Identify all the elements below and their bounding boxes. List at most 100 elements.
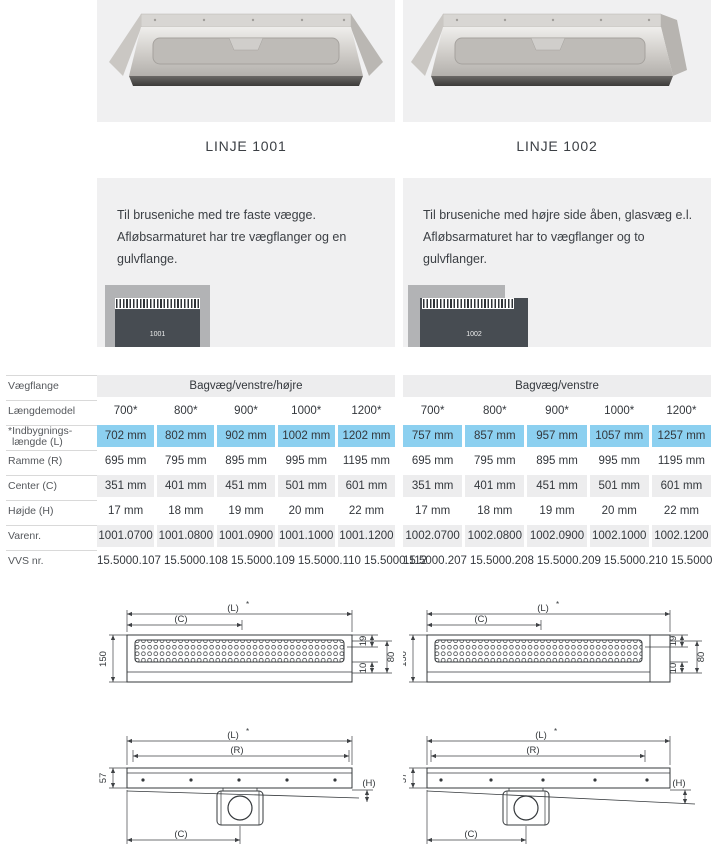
dim-label-star: * xyxy=(246,600,249,609)
dim-label-10: 10 xyxy=(668,663,679,674)
table-cell: 19 mm xyxy=(539,505,575,517)
table-cell: 451 mm xyxy=(217,475,275,497)
table-cell: 20 mm xyxy=(601,505,637,517)
row-label-varenr: Varenr. xyxy=(6,525,97,547)
dim-label-C: (C) xyxy=(174,614,187,625)
table-cell: 15.5000.209 xyxy=(536,555,601,567)
description-text: Til bruseniche med højre side åben, glas… xyxy=(423,208,693,266)
table-cell: 1200* xyxy=(351,405,382,417)
table-cell: 1202 mm xyxy=(337,425,396,447)
dim-label-150: 150 xyxy=(403,651,409,667)
dim-label-19: 19 xyxy=(358,636,369,647)
table-row-ramme: 695 mm 795 mm 895 mm 995 mm 1195 mm xyxy=(97,450,395,472)
table-row-varenr: 1002.0700 1002.0800 1002.0900 1002.1000 1002… xyxy=(403,525,712,547)
table-row-hoejde: 17 mm 18 mm 19 mm 20 mm 22 mm xyxy=(403,500,711,522)
table-cell: 15.5000.112 xyxy=(363,555,428,567)
table-cell: 957 mm xyxy=(527,425,587,447)
table-cell: 22 mm xyxy=(348,505,384,517)
table-cell: 1257 mm xyxy=(651,425,712,447)
dim-label-C: (C) xyxy=(174,829,187,840)
dim-label-L: (L) xyxy=(535,730,547,741)
spec-table-1002: Bagvæg/venstre 700* 800* 900* 1000* 1200* 75… xyxy=(403,375,712,575)
table-cell: 900* xyxy=(545,405,569,417)
row-label-indbygningslaengde: *Indbygnings-længde (L) xyxy=(6,425,97,447)
table-cell: 757 mm xyxy=(403,425,463,447)
table-row-center: 351 mm 401 mm 451 mm 501 mm 601 mm xyxy=(403,475,712,497)
dim-label-80: 80 xyxy=(386,652,395,663)
row-label-hoejde: Højde (H) xyxy=(6,500,97,522)
product-photo-panel-1002 xyxy=(403,0,711,122)
table-row-varenr: 1001.0700 1001.0800 1001.0900 1001.1000 1001… xyxy=(97,525,396,547)
table-cell: 802 mm xyxy=(157,425,215,447)
dim-label-57: 57 xyxy=(403,773,409,784)
niche-pictogram-1002: 1002 xyxy=(408,285,528,347)
row-label-center: Center (C) xyxy=(6,475,97,497)
table-row-indbygningslaengde: 702 mm 802 mm 902 mm 1002 mm 1202 mm xyxy=(97,425,396,447)
dim-label-80: 80 xyxy=(696,652,707,663)
table-row-hoejde: 17 mm 18 mm 19 mm 20 mm 22 mm xyxy=(97,500,395,522)
niche-pictogram-1001: 1001 xyxy=(105,285,210,347)
table-cell: 895 mm xyxy=(536,455,578,467)
table-cell: 900* xyxy=(234,405,258,417)
dim-label-R: (R) xyxy=(230,745,243,756)
table-cell: 1002 mm xyxy=(277,425,335,447)
table-cell: 401 mm xyxy=(157,475,215,497)
table-cell: 15.5000.107 xyxy=(97,555,161,567)
table-cell: 15.5000.212 xyxy=(670,555,712,567)
dim-label-H: (H) xyxy=(362,778,375,789)
dim-label-star: * xyxy=(556,600,559,609)
spec-row-labels: Vægflange Længdemodel *Indbygnings-længd… xyxy=(6,375,97,575)
table-cell: 795 mm xyxy=(474,455,516,467)
table-cell: 401 mm xyxy=(465,475,525,497)
table-row-center: 351 mm 401 mm 451 mm 501 mm 601 mm xyxy=(97,475,396,497)
product-title-1001: LINJE 1001 xyxy=(205,138,287,154)
table-cell: 19 mm xyxy=(228,505,264,517)
dim-label-57: 57 xyxy=(98,773,109,784)
table-cell: 695 mm xyxy=(411,455,454,467)
table-row-laengdemodel: 700* 800* 900* 1000* 1200* xyxy=(403,400,711,422)
table-cell: 1001.0900 xyxy=(217,525,275,547)
product-title-1002: LINJE 1002 xyxy=(516,138,598,154)
dim-label-10: 10 xyxy=(358,663,369,674)
table-cell: 18 mm xyxy=(168,505,204,517)
table-cell: 895 mm xyxy=(225,455,267,467)
table-cell: 15.5000.210 xyxy=(603,555,668,567)
table-cell: 1002.1000 xyxy=(589,525,649,547)
dim-label-C: (C) xyxy=(474,614,487,625)
description-text: Til bruseniche med tre faste vægge. Aflø… xyxy=(117,208,347,266)
product-photo-1001 xyxy=(109,13,383,86)
dim-label-star: * xyxy=(554,728,557,736)
table-cell: 20 mm xyxy=(288,505,324,517)
product-photo-panel-1001 xyxy=(97,0,395,122)
table-cell: 1001.1200 xyxy=(337,525,396,547)
dim-label-H: (H) xyxy=(672,778,685,789)
table-row-ramme: 695 mm 795 mm 895 mm 995 mm 1195 mm xyxy=(403,450,711,472)
table-cell: 1002.1200 xyxy=(651,525,712,547)
table-cell: 1001.0800 xyxy=(157,525,215,547)
table-cell: 695 mm xyxy=(104,455,147,467)
table-cell: 800* xyxy=(173,405,198,417)
wall-flange-header: Bagvæg/venstre xyxy=(403,375,711,397)
table-cell: 15.5000.208 xyxy=(469,555,534,567)
dim-label-C: (C) xyxy=(464,829,477,840)
table-cell: 1057 mm xyxy=(589,425,649,447)
table-cell: 1002.0700 xyxy=(403,525,463,547)
table-cell: 1002.0900 xyxy=(527,525,587,547)
table-cell: 1002.0800 xyxy=(465,525,525,547)
table-row-vvs: 15.5000.207 15.5000.208 15.5000.209 15.5000… xyxy=(403,550,712,572)
row-label-ramme: Ramme (R) xyxy=(6,450,97,472)
table-cell: 351 mm xyxy=(97,475,155,497)
table-cell: 1200* xyxy=(666,405,697,417)
table-cell: 1195 mm xyxy=(342,455,390,467)
dim-label-star: * xyxy=(246,728,249,736)
table-cell: 15.5000.207 xyxy=(403,555,467,567)
table-cell: 800* xyxy=(482,405,507,417)
table-cell: 1195 mm xyxy=(657,455,705,467)
table-cell: 17 mm xyxy=(108,505,144,517)
table-cell: 501 mm xyxy=(589,475,649,497)
table-cell: 702 mm xyxy=(97,425,155,447)
table-cell: 15.5000.109 xyxy=(230,555,295,567)
dim-label-19: 19 xyxy=(668,636,679,647)
row-label-vvs: VVS nr. xyxy=(6,550,97,572)
